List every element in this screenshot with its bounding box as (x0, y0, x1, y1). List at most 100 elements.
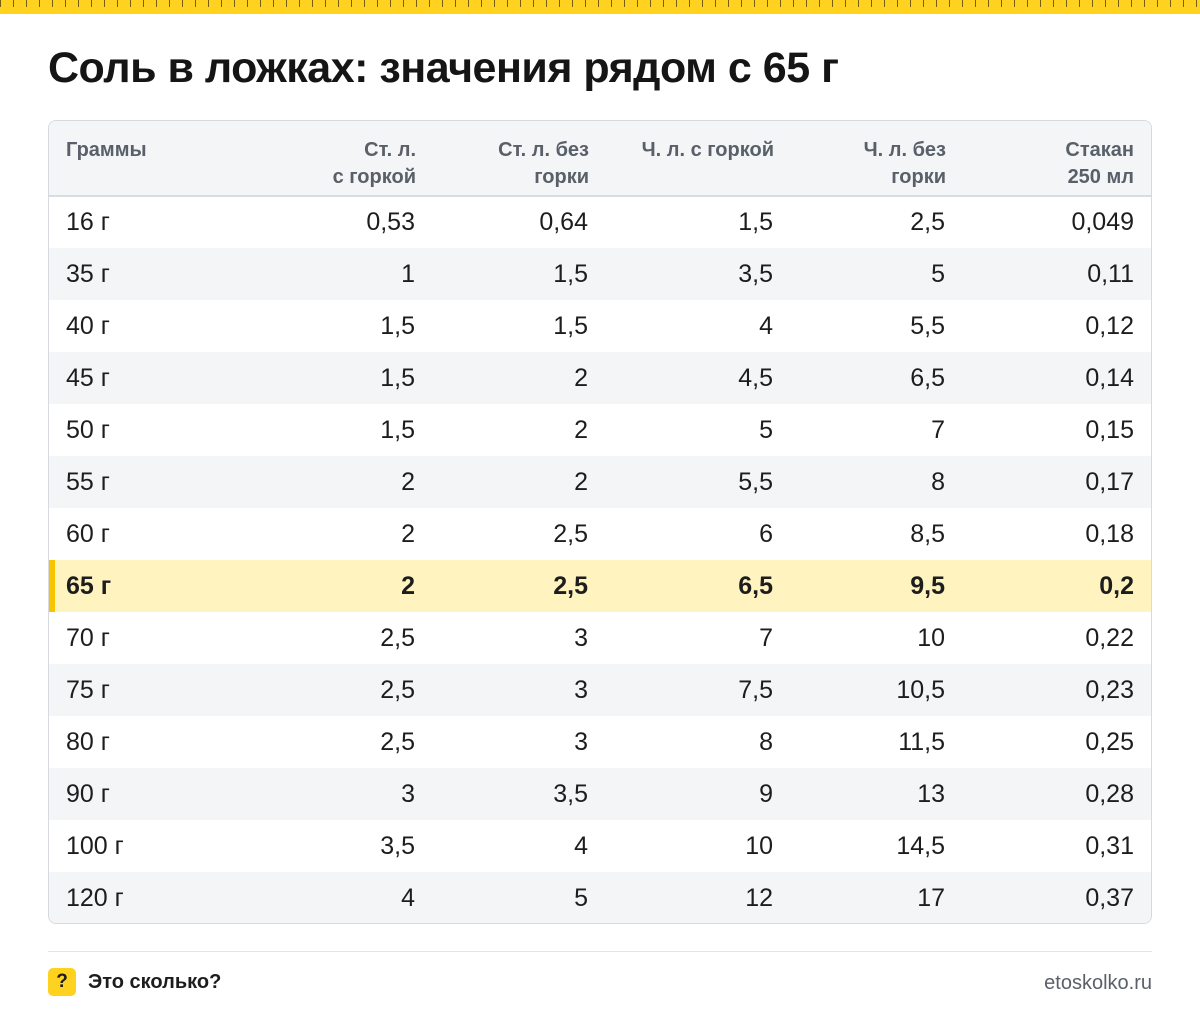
tsp-level-cell: 6,5 (910, 363, 945, 392)
tbsp-heaped-cell: 3 (401, 779, 415, 808)
tbsp-level-cell: 4 (574, 831, 588, 860)
column-header-glass-250ml: Стакан 250 мл (946, 121, 1151, 197)
glass-cell: 0,18 (1085, 519, 1134, 548)
tsp-level-cell: 11,5 (898, 727, 945, 756)
brand: ? Это сколько? (48, 968, 221, 996)
tbsp-heaped-cell: 2,5 (380, 623, 415, 652)
glass-cell: 0,2 (1099, 571, 1134, 600)
table-row: 35 г 1 1,5 3,5 5 0,11 (49, 248, 1151, 300)
tbsp-heaped-cell: 1,5 (380, 311, 415, 340)
tbsp-heaped-cell: 2 (401, 571, 415, 600)
tbsp-heaped-cell: 2,5 (380, 675, 415, 704)
glass-cell: 0,049 (1071, 208, 1134, 236)
glass-cell: 0,17 (1085, 467, 1134, 496)
glass-cell: 0,12 (1085, 311, 1134, 340)
tbsp-heaped-cell: 1,5 (380, 415, 415, 444)
tsp-heaped-cell: 5,5 (738, 467, 773, 496)
tsp-heaped-cell: 9 (759, 779, 773, 808)
tsp-level-cell: 9,5 (910, 571, 945, 600)
tbsp-heaped-cell: 2 (401, 467, 415, 496)
site-url: etoskolko.ru (1044, 972, 1152, 994)
grams-cell: 100 г (66, 831, 124, 860)
tbsp-heaped-cell: 2 (401, 519, 415, 548)
tsp-level-cell: 17 (917, 883, 945, 912)
tsp-level-cell: 8 (931, 467, 945, 496)
tbsp-heaped-cell: 0,53 (366, 208, 415, 236)
glass-cell: 0,22 (1085, 623, 1134, 652)
tbsp-level-cell: 3 (574, 675, 588, 704)
tbsp-heaped-cell: 3,5 (380, 831, 415, 860)
glass-cell: 0,28 (1085, 779, 1134, 808)
page-title: Соль в ложках: значения рядом с 65 г (48, 44, 839, 92)
tbsp-level-cell: 3 (574, 623, 588, 652)
tsp-heaped-cell: 7 (759, 623, 773, 652)
tbsp-level-cell: 3 (574, 727, 588, 756)
tsp-level-cell: 13 (917, 779, 945, 808)
grams-cell: 45 г (66, 363, 110, 392)
tsp-heaped-cell: 1,5 (738, 208, 773, 236)
tsp-level-cell: 7 (931, 415, 945, 444)
tbsp-level-cell: 5 (574, 883, 588, 912)
glass-cell: 0,25 (1085, 727, 1134, 756)
table-row: 70 г 2,5 3 7 10 0,22 (49, 612, 1151, 664)
table-row: 45 г 1,5 2 4,5 6,5 0,14 (49, 352, 1151, 404)
question-mark-badge-icon: ? (48, 968, 76, 996)
tsp-heaped-cell: 10 (745, 831, 773, 860)
tbsp-heaped-cell: 1,5 (380, 363, 415, 392)
tsp-level-cell: 10 (917, 623, 945, 652)
column-header-tsp-heaped: Ч. л. с горкой (589, 121, 774, 197)
table-row: 60 г 2 2,5 6 8,5 0,18 (49, 508, 1151, 560)
tsp-heaped-cell: 12 (745, 883, 773, 912)
grams-cell: 40 г (66, 311, 110, 340)
tsp-heaped-cell: 6,5 (738, 571, 773, 600)
tsp-heaped-cell: 7,5 (738, 675, 773, 704)
grams-cell: 120 г (66, 883, 124, 912)
glass-cell: 0,15 (1085, 415, 1134, 444)
table-row: 75 г 2,5 3 7,5 10,5 0,23 (49, 664, 1151, 716)
tsp-level-cell: 5,5 (910, 311, 945, 340)
tbsp-heaped-cell: 1 (401, 259, 415, 288)
grams-cell: 70 г (66, 623, 110, 652)
glass-cell: 0,31 (1085, 831, 1134, 860)
column-header-tbsp-level: Ст. л. без горки (416, 121, 589, 197)
glass-cell: 0,11 (1087, 259, 1134, 288)
grams-cell: 90 г (66, 779, 110, 808)
grams-cell: 65 г (49, 560, 203, 612)
tbsp-level-cell: 2,5 (553, 519, 588, 548)
tbsp-level-cell: 0,64 (539, 208, 588, 236)
grams-cell: 50 г (66, 415, 110, 444)
grams-cell: 80 г (66, 727, 110, 756)
grams-cell: 35 г (66, 259, 110, 288)
grams-cell: 60 г (66, 519, 110, 548)
conversion-table: Граммы Ст. л. с горкой Ст. л. без горки … (49, 121, 1151, 923)
tsp-level-cell: 8,5 (910, 519, 945, 548)
tsp-level-cell: 5 (931, 259, 945, 288)
conversion-table-card: Граммы Ст. л. с горкой Ст. л. без горки … (48, 120, 1152, 924)
table-row: 55 г 2 2 5,5 8 0,17 (49, 456, 1151, 508)
tbsp-level-cell: 2 (574, 467, 588, 496)
table-row: 120 г 4 5 12 17 0,37 (49, 872, 1151, 923)
table-row: 80 г 2,5 3 8 11,5 0,25 (49, 716, 1151, 768)
tsp-heaped-cell: 6 (759, 519, 773, 548)
tbsp-heaped-cell: 2,5 (380, 727, 415, 756)
glass-cell: 0,23 (1085, 675, 1134, 704)
table-body: 16 г 0,53 0,64 1,5 2,5 0,049 35 г 1 1,5 3,5 5 0,11 4… (49, 196, 1151, 923)
grams-cell: 75 г (66, 675, 110, 704)
tsp-heaped-cell: 3,5 (738, 259, 773, 288)
column-header-grams: Граммы (49, 121, 203, 197)
table-row: 16 г 0,53 0,64 1,5 2,5 0,049 (49, 196, 1151, 248)
tsp-level-cell: 2,5 (910, 208, 945, 236)
table-header-row: Граммы Ст. л. с горкой Ст. л. без горки … (49, 121, 1151, 197)
tsp-heaped-cell: 4,5 (738, 363, 773, 392)
brand-name: Это сколько? (88, 970, 222, 993)
column-header-tsp-level: Ч. л. без горки (774, 121, 946, 197)
tbsp-heaped-cell: 4 (401, 883, 415, 912)
tsp-level-cell: 14,5 (896, 831, 945, 860)
glass-cell: 0,14 (1085, 363, 1134, 392)
column-header-tbsp-heaped: Ст. л. с горкой (203, 121, 416, 197)
grams-cell: 55 г (66, 467, 110, 496)
footer-divider (48, 951, 1152, 952)
tbsp-level-cell: 2 (574, 363, 588, 392)
tsp-heaped-cell: 5 (759, 415, 773, 444)
table-row: 90 г 3 3,5 9 13 0,28 (49, 768, 1151, 820)
